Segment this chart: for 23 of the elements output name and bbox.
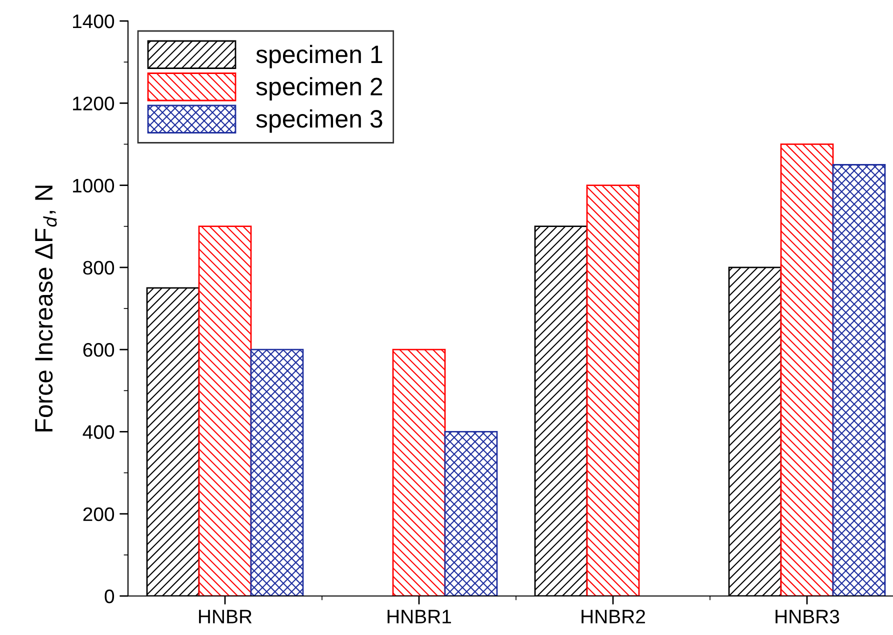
bar — [392, 348, 446, 596]
bar — [198, 226, 252, 596]
x-tick-label: HNBR — [199, 610, 252, 624]
y-tick-label: 400 — [82, 425, 114, 439]
legend-label: specimen 2 — [256, 77, 382, 100]
y-tick-label: 1400 — [73, 14, 114, 28]
y-axis-title: Force Increase ΔF$_{d}$, N — [35, 186, 57, 432]
y-tick-label: 1000 — [73, 178, 114, 193]
bar — [250, 348, 304, 596]
legend-label: specimen 3 — [256, 109, 382, 133]
y-tick-label: 600 — [83, 343, 114, 357]
x-tick-label: HNBR1 — [388, 610, 452, 624]
y-tick-label: 800 — [83, 260, 114, 275]
bar — [780, 144, 834, 596]
x-tick-label: HNBR2 — [582, 610, 645, 624]
y-tick-label: 0 — [104, 589, 114, 604]
bar — [444, 431, 498, 596]
x-tick-label: HNBR3 — [776, 610, 840, 624]
legend-label: specimen 1 — [256, 44, 382, 68]
bar — [586, 184, 640, 596]
bar — [832, 164, 886, 596]
y-tick-label: 1200 — [73, 96, 114, 110]
y-tick-label: 200 — [83, 507, 114, 522]
